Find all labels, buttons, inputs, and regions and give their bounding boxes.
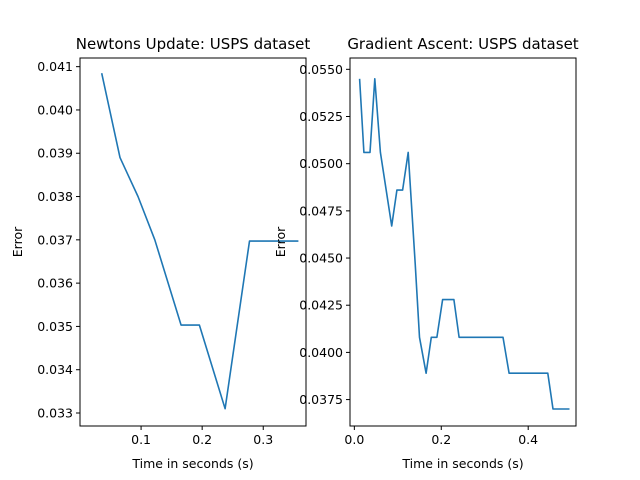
y-tick-label: 0.0525 — [299, 109, 343, 124]
y-tick-label: 0.038 — [37, 189, 73, 204]
y-ticks: 0.0375 0.0400 0.0425 0.0450 0.0475 0.0500 0.05… — [299, 62, 350, 407]
x-tick-label: 0.1 — [131, 432, 151, 447]
x-tick-label: 0.4 — [518, 432, 538, 447]
y-tick-label: 0.036 — [37, 276, 73, 291]
x-tick-label: 0.2 — [431, 432, 451, 447]
y-tick-label: 0.041 — [37, 59, 73, 74]
y-tick-label: 0.034 — [37, 362, 73, 377]
x-axis-label: Time in seconds (s) — [401, 456, 523, 471]
y-tick-label: 0.033 — [37, 406, 73, 421]
chart-title: Gradient Ascent: USPS dataset — [347, 35, 578, 53]
y-tick-label: 0.039 — [37, 146, 73, 161]
chart-title: Newtons Update: USPS dataset — [76, 35, 311, 53]
x-tick-label: 0.0 — [344, 432, 364, 447]
y-tick-label: 0.035 — [37, 319, 73, 334]
axes-frame — [79, 57, 307, 427]
y-tick-label: 0.0375 — [299, 392, 343, 407]
x-ticks: 0.0 0.2 0.4 — [344, 426, 538, 447]
y-tick-label: 0.037 — [37, 232, 73, 247]
y-tick-label: 0.0500 — [299, 156, 343, 171]
y-tick-label: 0.040 — [37, 102, 73, 117]
series-line — [100, 73, 299, 410]
y-axis-label: Error — [273, 226, 288, 257]
y-tick-label: 0.0550 — [299, 62, 343, 77]
series-polyline — [358, 78, 570, 410]
x-axis-label: Time in seconds (s) — [131, 456, 253, 471]
series-polyline — [100, 73, 299, 410]
chart-newtons-update: Newtons Update: USPS dataset Error Time … — [10, 35, 310, 471]
y-tick-label: 0.0475 — [299, 203, 343, 218]
x-ticks: 0.1 0.2 0.3 — [131, 426, 273, 447]
series-line — [358, 78, 570, 410]
axes-frame — [349, 57, 577, 427]
x-tick-label: 0.2 — [192, 432, 212, 447]
x-tick-label: 0.3 — [253, 432, 273, 447]
chart-gradient-ascent: Gradient Ascent: USPS dataset Error Time… — [273, 35, 579, 471]
y-tick-label: 0.0450 — [299, 251, 343, 266]
y-tick-label: 0.0425 — [299, 298, 343, 313]
y-ticks: 0.033 0.034 0.035 0.036 0.037 0.038 0.039 0.040… — [37, 59, 80, 421]
y-tick-label: 0.0400 — [299, 345, 343, 360]
y-axis-label: Error — [10, 226, 25, 257]
